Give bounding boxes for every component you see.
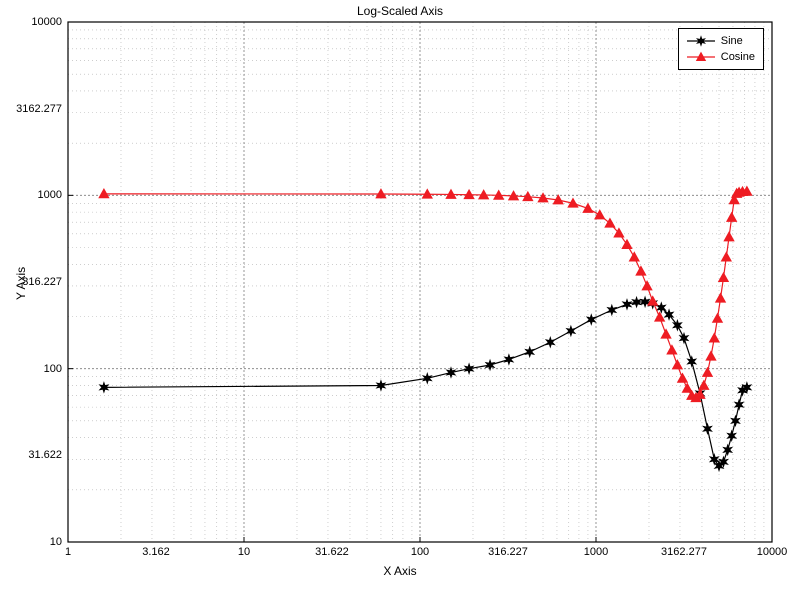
legend-marker-icon bbox=[687, 35, 715, 47]
x-tick-label: 316.227 bbox=[488, 546, 528, 558]
legend-marker-icon bbox=[687, 51, 715, 63]
y-tick-label: 316.227 bbox=[22, 276, 62, 288]
x-tick-label: 3162.277 bbox=[661, 546, 707, 558]
x-tick-label: 31.622 bbox=[315, 546, 349, 558]
y-tick-label: 10 bbox=[50, 536, 62, 548]
y-tick-label: 3162.277 bbox=[16, 103, 62, 115]
x-tick-label: 1000 bbox=[584, 546, 608, 558]
plot-area bbox=[68, 22, 772, 542]
legend-label: Cosine bbox=[721, 51, 755, 63]
y-tick-label: 10000 bbox=[31, 16, 62, 28]
legend: Sine Cosine bbox=[678, 28, 764, 70]
chart-title: Log-Scaled Axis bbox=[0, 4, 800, 18]
y-tick-label: 100 bbox=[44, 363, 62, 375]
legend-label: Sine bbox=[721, 35, 743, 47]
x-tick-label: 100 bbox=[411, 546, 429, 558]
x-tick-label: 10000 bbox=[757, 546, 788, 558]
y-tick-label: 1000 bbox=[38, 189, 62, 201]
figure: Log-Scaled Axis X Axis Y Axis 13.1621031… bbox=[0, 0, 800, 600]
legend-item: Cosine bbox=[687, 49, 755, 65]
x-tick-label: 3.162 bbox=[142, 546, 170, 558]
legend-item: Sine bbox=[687, 33, 755, 49]
x-tick-label: 1 bbox=[65, 546, 71, 558]
x-tick-label: 10 bbox=[238, 546, 250, 558]
x-axis-label: X Axis bbox=[0, 564, 800, 578]
y-tick-label: 31.622 bbox=[28, 449, 62, 461]
